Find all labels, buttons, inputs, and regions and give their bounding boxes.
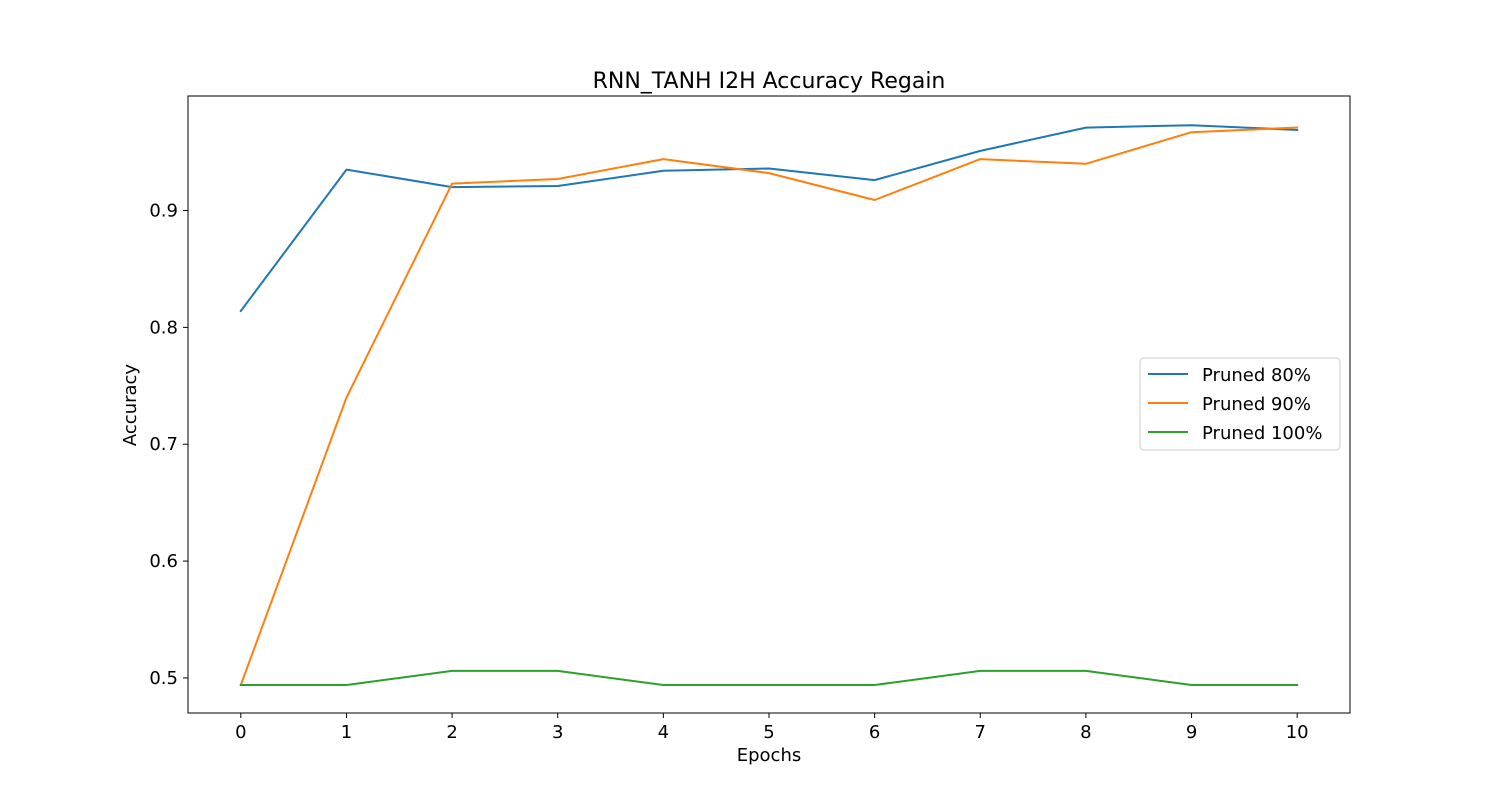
x-tick-label: 9 [1186,722,1197,743]
x-tick-label: 1 [341,722,352,743]
series-line-1 [239,124,1299,313]
series-line-3 [239,669,1299,686]
series-line-2 [239,126,1299,687]
x-axis: 0 1 2 3 4 5 6 7 8 9 10 [235,713,1309,743]
x-tick-label: 8 [1080,722,1091,743]
x-tick-label: 10 [1286,722,1309,743]
x-tick-label: 3 [552,722,563,743]
x-tick-label: 5 [763,722,774,743]
x-tick-label: 0 [235,722,246,743]
y-tick-label: 0.6 [149,551,178,572]
legend-label-2: Pruned 90% [1202,394,1311,415]
y-axis-label: Accuracy [120,364,141,447]
y-tick-label: 0.5 [149,668,178,689]
x-axis-label: Epochs [737,745,802,766]
x-tick-label: 4 [658,722,669,743]
legend: Pruned 80% Pruned 90% Pruned 100% [1139,357,1341,451]
x-tick-label: 7 [975,722,986,743]
y-axis: 0.5 0.6 0.7 0.8 0.9 [149,201,188,689]
y-tick-label: 0.9 [149,201,178,222]
y-tick-label: 0.8 [149,317,178,338]
plot-area [187,95,1351,714]
series-layer [239,124,1299,687]
legend-label-3: Pruned 100% [1202,423,1322,444]
chart-title: RNN_TANH I2H Accuracy Regain [593,69,946,94]
y-tick-label: 0.7 [149,434,178,455]
legend-label-1: Pruned 80% [1202,365,1311,386]
x-tick-label: 6 [869,722,880,743]
x-tick-label: 2 [446,722,457,743]
legend-frame [1139,357,1341,451]
legend-items: Pruned 80% Pruned 90% Pruned 100% [1148,365,1322,444]
